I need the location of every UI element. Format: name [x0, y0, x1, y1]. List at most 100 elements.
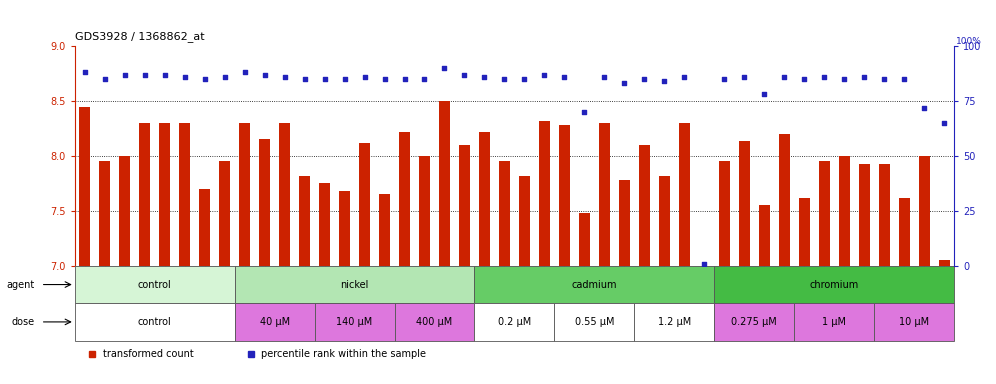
Point [317, 76, 333, 82]
Bar [878, 164, 889, 266]
Bar [839, 156, 850, 266]
Text: 0.275 μM: 0.275 μM [731, 317, 777, 327]
Bar [219, 161, 230, 266]
Point [656, 78, 672, 84]
Text: cadmium: cadmium [572, 280, 618, 290]
Bar [199, 189, 210, 266]
Bar [379, 194, 390, 266]
Text: GDS3928 / 1368862_at: GDS3928 / 1368862_at [75, 31, 204, 42]
Point [817, 74, 833, 80]
Bar [714, 266, 954, 303]
Bar [898, 198, 909, 266]
Text: dose: dose [12, 317, 35, 327]
Bar [100, 161, 111, 266]
Point [136, 71, 152, 78]
Point [916, 104, 932, 111]
Point [156, 71, 172, 78]
Point [97, 76, 113, 82]
Point [936, 120, 952, 126]
Bar [619, 180, 629, 266]
Bar [339, 191, 350, 266]
Text: nickel: nickel [341, 280, 369, 290]
Point [636, 76, 652, 82]
Text: 10 μM: 10 μM [899, 317, 929, 327]
Bar [235, 266, 474, 303]
Point [537, 71, 553, 78]
Text: 1.2 μM: 1.2 μM [657, 317, 691, 327]
Point [176, 74, 192, 80]
Text: 1 μM: 1 μM [823, 317, 847, 327]
Bar [75, 303, 235, 341]
Bar [179, 123, 190, 266]
Text: 0.2 μM: 0.2 μM [498, 317, 531, 327]
Point [517, 76, 533, 82]
Point [217, 74, 233, 80]
Text: transformed count: transformed count [103, 349, 193, 359]
Bar [315, 303, 394, 341]
Bar [299, 176, 310, 266]
Point [376, 76, 392, 82]
Point [117, 71, 132, 78]
Bar [80, 106, 91, 266]
Point [776, 74, 792, 80]
Text: 400 μM: 400 μM [416, 317, 452, 327]
Bar [679, 123, 690, 266]
Point [716, 76, 732, 82]
Text: 100%: 100% [956, 37, 982, 46]
Point [496, 76, 512, 82]
Point [756, 91, 772, 98]
Bar [399, 132, 410, 266]
Bar [439, 101, 450, 266]
Bar [819, 161, 830, 266]
Text: control: control [137, 280, 171, 290]
Bar [359, 143, 371, 266]
Point [557, 74, 573, 80]
Text: 140 μM: 140 μM [337, 317, 373, 327]
Point [876, 76, 892, 82]
Bar [319, 184, 330, 266]
Point [736, 74, 752, 80]
Point [896, 76, 912, 82]
Bar [579, 213, 590, 266]
Point [476, 74, 492, 80]
Text: agent: agent [7, 280, 35, 290]
Bar [599, 123, 610, 266]
Bar [259, 139, 270, 266]
Bar [658, 176, 670, 266]
Bar [759, 205, 770, 266]
Point [676, 74, 692, 80]
Bar [779, 134, 790, 266]
Text: chromium: chromium [810, 280, 859, 290]
Point [297, 76, 313, 82]
Bar [459, 145, 470, 266]
Text: control: control [137, 317, 171, 327]
Point [237, 70, 253, 76]
Text: percentile rank within the sample: percentile rank within the sample [261, 349, 426, 359]
Bar [719, 161, 730, 266]
Bar [519, 176, 530, 266]
Point [357, 74, 373, 80]
Point [456, 71, 472, 78]
Text: 40 μM: 40 μM [260, 317, 290, 327]
Bar [419, 156, 430, 266]
Bar [499, 161, 510, 266]
Point [196, 76, 212, 82]
Bar [799, 198, 810, 266]
Point [857, 74, 872, 80]
Bar [874, 303, 954, 341]
Bar [474, 303, 555, 341]
Bar [479, 132, 490, 266]
Bar [75, 266, 235, 303]
Bar [159, 123, 170, 266]
Bar [474, 266, 714, 303]
Point [577, 109, 593, 115]
Bar [139, 123, 150, 266]
Point [617, 80, 632, 86]
Point [257, 71, 273, 78]
Bar [739, 141, 750, 266]
Point [597, 74, 613, 80]
Bar [539, 121, 550, 266]
Bar [638, 145, 649, 266]
Text: 0.55 μM: 0.55 μM [575, 317, 615, 327]
Point [396, 76, 412, 82]
